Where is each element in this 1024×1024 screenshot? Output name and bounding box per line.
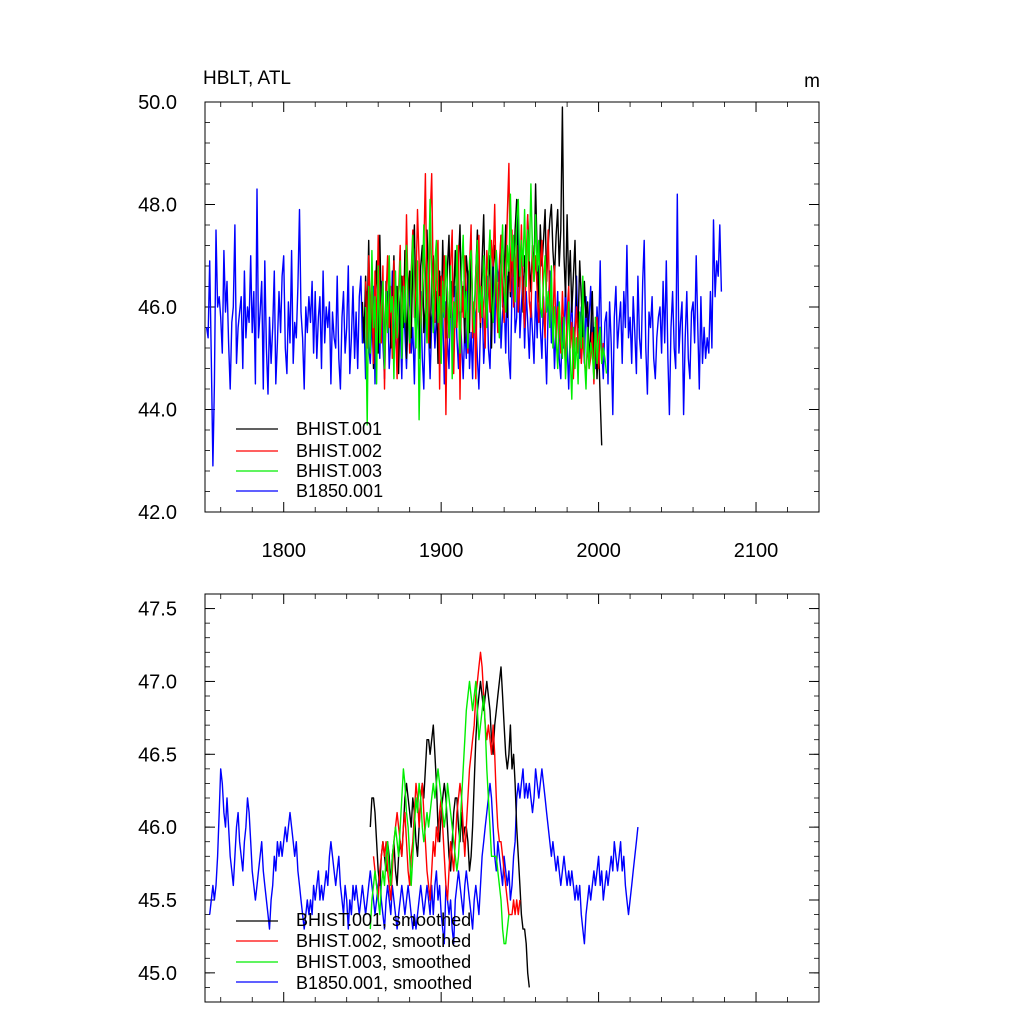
y-tick-label: 48.0 <box>138 195 177 217</box>
x-tick-label: 2100 <box>734 540 779 562</box>
y-tick-label: 50.0 <box>138 92 177 114</box>
top-legend: BHIST.001 BHIST.002 BHIST.003 B1850.001 <box>236 419 383 501</box>
series-line-bhist-003-smoothed <box>369 680 510 945</box>
series-line-bhist-002-smoothed <box>372 651 521 916</box>
legend-entry: BHIST.003, smoothed <box>296 952 471 972</box>
y-tick-label: 45.5 <box>138 890 177 912</box>
chart-units: m <box>804 71 820 92</box>
bottom-series-lines <box>209 651 639 988</box>
y-tick-label: 47.5 <box>138 599 177 621</box>
series-line-b1850-001-smoothed <box>209 768 639 945</box>
y-tick-label: 46.0 <box>138 297 177 319</box>
chart-bottom: 45.0 45.5 46.0 46.5 47.0 47.5 BHIST.001, smoo… <box>138 593 820 1003</box>
x-tick-label: 2000 <box>576 540 621 562</box>
legend-entry: BHIST.001 <box>296 419 382 439</box>
top-axes: 42.0 44.0 46.0 48.0 50.0 1800 1900 2000 2100 <box>138 92 820 562</box>
y-tick-label: 46.0 <box>138 817 177 839</box>
legend-entry: BHIST.002 <box>296 441 382 461</box>
x-tick-label: 1800 <box>261 540 306 562</box>
series-line-bhist-003 <box>364 183 608 426</box>
legend-entry: BHIST.002, smoothed <box>296 931 471 951</box>
bottom-plot-frame <box>204 593 820 1003</box>
y-tick-label: 47.0 <box>138 671 177 693</box>
top-series-lines <box>205 106 723 467</box>
series-line-bhist-001 <box>361 106 603 446</box>
series-line-b1850-001 <box>205 188 723 467</box>
legend-entry: BHIST.001, smoothed <box>296 910 471 930</box>
legend-entry: B1850.001 <box>296 481 383 501</box>
y-tick-label: 45.0 <box>138 963 177 985</box>
top-plot-frame <box>204 101 820 513</box>
y-tick-label: 44.0 <box>138 400 177 422</box>
y-tick-label: 46.5 <box>138 744 177 766</box>
chart-top: HBLT, ATL m 42.0 44.0 46.0 48.0 50.0 1800 1900… <box>138 68 820 562</box>
legend-entry: BHIST.003 <box>296 461 382 481</box>
legend-entry: B1850.001, smoothed <box>296 973 472 993</box>
x-tick-label: 1900 <box>419 540 464 562</box>
chart-title: HBLT, ATL <box>203 68 291 89</box>
bottom-legend: BHIST.001, smoothed BHIST.002, smoothed … <box>236 910 472 993</box>
y-tick-label: 42.0 <box>138 502 177 524</box>
